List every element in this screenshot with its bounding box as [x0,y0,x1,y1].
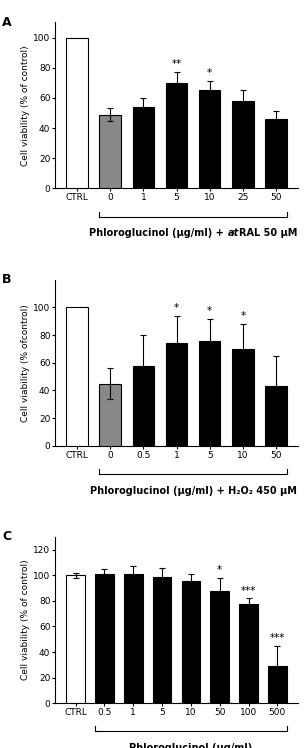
Text: ***: *** [270,633,285,643]
Bar [265,119,287,188]
Bar [133,107,154,188]
Bar [166,343,187,446]
Bar [66,575,85,703]
Bar [99,384,121,446]
Bar [268,666,287,703]
Bar [239,604,258,703]
Text: A: A [2,16,12,29]
Text: RAL 50 μM: RAL 50 μM [239,228,297,239]
Bar [99,114,121,188]
Text: *: * [217,565,222,575]
Bar [181,580,200,703]
Bar [199,340,220,446]
Text: ***: *** [241,586,256,596]
Text: Phloroglucinol (μg/ml) +: Phloroglucinol (μg/ml) + [89,228,227,239]
Bar [133,366,154,446]
Text: Phloroglucinol (μg/ml) + H₂O₂ 450 μM: Phloroglucinol (μg/ml) + H₂O₂ 450 μM [90,485,297,496]
Bar [95,574,114,703]
Bar [232,349,254,446]
Y-axis label: Cell viability (% ofcontrol): Cell viability (% ofcontrol) [21,304,30,422]
Bar [153,577,172,703]
Text: C: C [2,530,11,544]
Text: at: at [227,228,239,239]
Text: *: * [174,303,179,313]
Bar [210,591,229,703]
Y-axis label: Cell viability (% of control): Cell viability (% of control) [21,45,30,166]
Text: *: * [207,68,212,79]
Y-axis label: Cell viability (% of control): Cell viability (% of control) [21,560,30,681]
Bar [232,101,254,188]
Bar [166,83,187,188]
Text: *: * [207,306,212,316]
Bar [265,386,287,446]
Bar [66,37,88,188]
Bar [66,307,88,446]
Bar [124,574,143,703]
Text: Phloroglucinol (μg/ml): Phloroglucinol (μg/ml) [129,743,253,748]
Text: **: ** [171,59,182,70]
Bar [199,91,220,188]
Text: *: * [240,311,245,322]
Text: B: B [2,273,11,286]
